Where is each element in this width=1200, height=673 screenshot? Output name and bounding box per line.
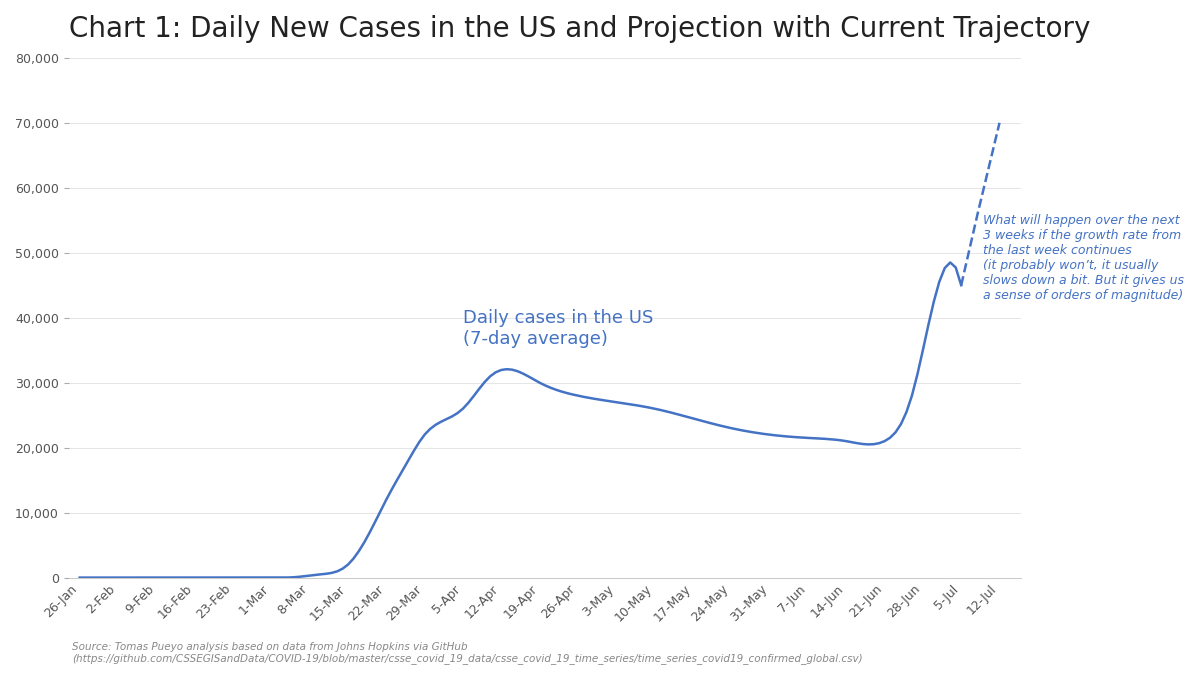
- Text: What will happen over the next
3 weeks if the growth rate from
the last week con: What will happen over the next 3 weeks i…: [983, 214, 1184, 302]
- Text: Source: Tomas Pueyo analysis based on data from Johns Hopkins via GitHub (https:: Source: Tomas Pueyo analysis based on da…: [72, 641, 863, 664]
- Text: Daily cases in the US
(7-day average): Daily cases in the US (7-day average): [463, 309, 653, 348]
- Text: Chart 1: Daily New Cases in the US and Projection with Current Trajectory: Chart 1: Daily New Cases in the US and P…: [68, 15, 1090, 43]
